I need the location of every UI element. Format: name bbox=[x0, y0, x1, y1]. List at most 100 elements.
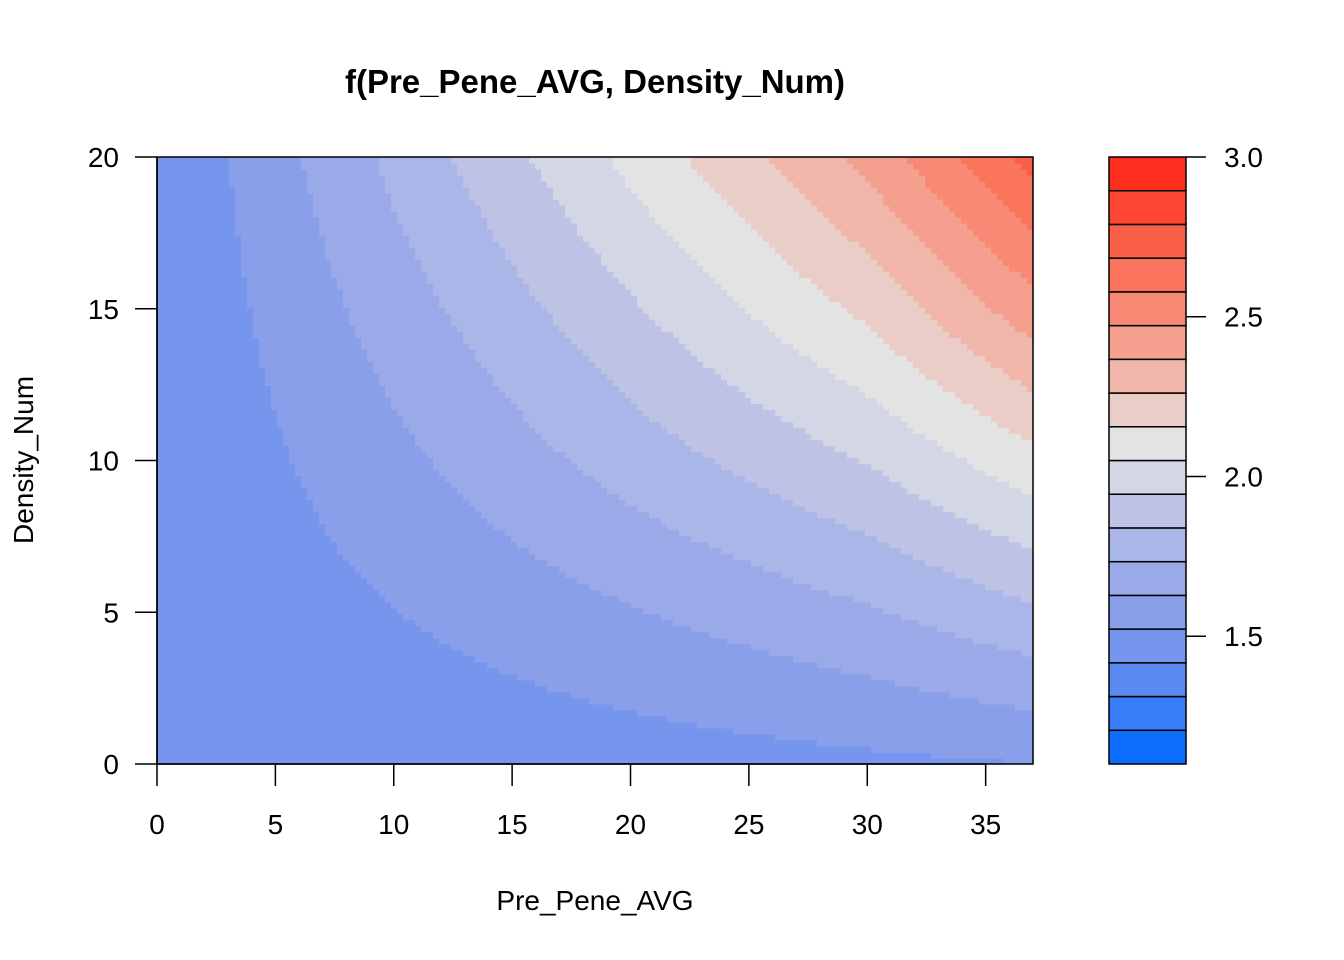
contour-cell bbox=[595, 691, 602, 699]
contour-cell bbox=[751, 745, 758, 753]
contour-cell bbox=[919, 751, 926, 759]
contour-cell bbox=[319, 613, 326, 621]
contour-cell bbox=[181, 607, 188, 615]
contour-cell bbox=[397, 703, 404, 711]
contour-cell bbox=[385, 667, 392, 675]
contour-cell bbox=[355, 667, 362, 675]
contour-cell bbox=[433, 679, 440, 687]
contour-cell bbox=[949, 655, 956, 663]
contour-cell bbox=[757, 661, 764, 669]
contour-cell bbox=[337, 667, 344, 675]
contour-cell bbox=[361, 691, 368, 699]
contour-cell bbox=[973, 565, 980, 573]
contour-cell bbox=[181, 667, 188, 675]
contour-cell bbox=[349, 601, 356, 609]
contour-cell bbox=[727, 733, 734, 741]
contour-cell bbox=[679, 565, 686, 573]
contour-cell bbox=[247, 643, 254, 651]
contour-cell bbox=[319, 553, 326, 561]
contour-cell bbox=[319, 733, 326, 741]
contour-cell bbox=[1003, 739, 1010, 747]
contour-cell bbox=[685, 751, 692, 759]
contour-cell bbox=[163, 565, 170, 573]
contour-cell bbox=[1009, 595, 1016, 603]
contour-cell bbox=[961, 637, 968, 645]
contour-cell bbox=[595, 655, 602, 663]
contour-cell bbox=[793, 625, 800, 633]
contour-cell bbox=[469, 703, 476, 711]
contour-cell bbox=[409, 595, 416, 603]
contour-cell bbox=[529, 691, 536, 699]
contour-cell bbox=[367, 679, 374, 687]
contour-cell bbox=[733, 661, 740, 669]
contour-cell bbox=[481, 739, 488, 747]
contour-cell bbox=[451, 715, 458, 723]
contour-cell bbox=[499, 577, 506, 585]
contour-cell bbox=[175, 685, 182, 693]
contour-cell bbox=[967, 727, 974, 735]
contour-cell bbox=[709, 667, 716, 675]
contour-cell bbox=[565, 757, 572, 765]
contour-cell bbox=[799, 727, 806, 735]
contour-cell bbox=[235, 703, 242, 711]
contour-cell bbox=[847, 619, 854, 627]
contour-cell bbox=[355, 613, 362, 621]
contour-cell bbox=[427, 577, 434, 585]
contour-cell bbox=[613, 727, 620, 735]
contour-cell bbox=[967, 697, 974, 705]
contour-cell bbox=[835, 673, 842, 681]
contour-cell bbox=[415, 601, 422, 609]
contour-cell bbox=[199, 745, 206, 753]
contour-cell bbox=[175, 637, 182, 645]
contour-cell bbox=[757, 559, 764, 567]
contour-cell bbox=[535, 583, 542, 591]
contour-cell bbox=[823, 703, 830, 711]
contour-cell bbox=[715, 577, 722, 585]
contour-cell bbox=[529, 607, 536, 615]
contour-cell bbox=[229, 577, 236, 585]
contour-cell bbox=[577, 679, 584, 687]
contour-cell bbox=[709, 631, 716, 639]
contour-cell bbox=[181, 631, 188, 639]
contour-cell bbox=[757, 601, 764, 609]
contour-cell bbox=[1027, 715, 1034, 723]
contour-cell bbox=[421, 565, 428, 573]
contour-cell bbox=[829, 607, 836, 615]
contour-cell bbox=[229, 571, 236, 579]
contour-cell bbox=[361, 697, 368, 705]
contour-cell bbox=[979, 727, 986, 735]
contour-cell bbox=[973, 607, 980, 615]
contour-cell bbox=[385, 583, 392, 591]
contour-cell bbox=[613, 691, 620, 699]
contour-cell bbox=[601, 595, 608, 603]
contour-cell bbox=[745, 559, 752, 567]
contour-cell bbox=[331, 571, 338, 579]
contour-cell bbox=[709, 625, 716, 633]
contour-cell bbox=[229, 703, 236, 711]
contour-cell bbox=[679, 727, 686, 735]
contour-cell bbox=[877, 595, 884, 603]
contour-cell bbox=[181, 703, 188, 711]
contour-cell bbox=[685, 601, 692, 609]
contour-cell bbox=[421, 631, 428, 639]
contour-cell bbox=[523, 607, 530, 615]
contour-cell bbox=[793, 697, 800, 705]
contour-cell bbox=[733, 637, 740, 645]
contour-cell bbox=[859, 661, 866, 669]
contour-cell bbox=[745, 697, 752, 705]
contour-cell bbox=[559, 559, 566, 567]
contour-cell bbox=[229, 679, 236, 687]
contour-cell bbox=[871, 727, 878, 735]
contour-cell bbox=[157, 697, 164, 705]
contour-cell bbox=[175, 643, 182, 651]
contour-cell bbox=[721, 637, 728, 645]
contour-cell bbox=[463, 679, 470, 687]
contour-cell bbox=[529, 745, 536, 753]
contour-cell bbox=[361, 679, 368, 687]
contour-cell bbox=[511, 559, 518, 567]
contour-cell bbox=[901, 661, 908, 669]
contour-cell bbox=[883, 745, 890, 753]
contour-cell bbox=[169, 619, 176, 627]
contour-cell bbox=[577, 703, 584, 711]
contour-cell bbox=[703, 631, 710, 639]
